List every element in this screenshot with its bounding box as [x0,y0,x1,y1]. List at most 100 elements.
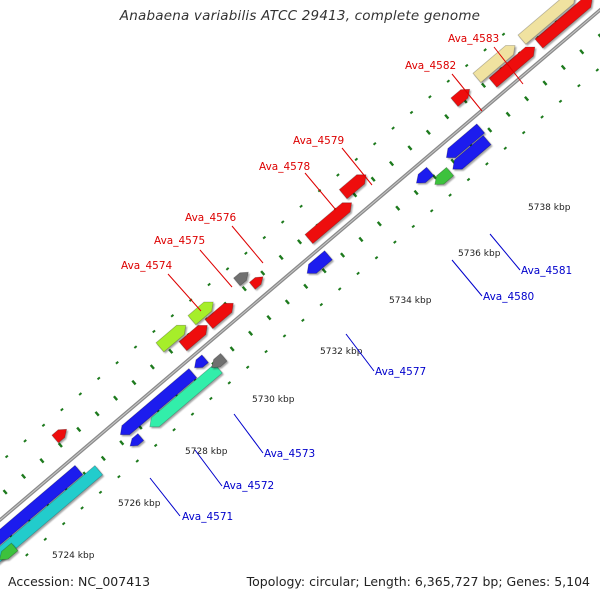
scale-tick [389,160,395,167]
tick-mark [356,271,360,276]
gene-arrow[interactable] [155,324,187,353]
gene-leader-line [341,147,373,186]
tick-mark [521,130,526,135]
gene-arrow[interactable] [434,166,455,185]
gene-arrow[interactable] [211,352,228,369]
scale-tick [260,270,266,276]
scale-tick [505,111,511,118]
scale-tick [358,236,364,243]
tick-mark [280,220,285,224]
gene-label[interactable]: Ava_4576 [185,212,237,224]
gene-arrow[interactable] [415,166,435,184]
gene-leader-line [199,249,233,288]
backbone-layer [0,7,600,523]
tick-mark [244,251,248,255]
gene-arrow[interactable] [149,363,223,428]
tick-mark [501,32,506,37]
gene-label[interactable]: Ava_4572 [223,480,274,492]
scale-tick [76,426,82,433]
scale-tick [597,33,600,38]
gene-leader-line [493,46,524,85]
gene-label[interactable]: Ava_4583 [448,33,499,45]
tick-mark [448,193,452,197]
scale-tick [297,239,303,245]
tick-mark [98,490,103,495]
gene-arrow[interactable] [445,123,486,159]
gene-leader-line [233,413,264,454]
gene-arrow[interactable] [472,45,516,84]
tick-mark [319,302,324,307]
gene-leader-line [194,449,223,487]
gene-arrow[interactable] [304,202,353,245]
gene-label[interactable]: Ava_4582 [405,60,456,72]
gene-label[interactable]: Ava_4571 [182,511,233,523]
gene-arrow[interactable] [204,302,234,330]
scale-tick [340,252,346,258]
tick-mark [577,83,581,88]
gene-arrow[interactable] [306,250,333,274]
scale-tick [407,145,413,151]
gene-arrow[interactable] [233,271,249,287]
gene-leader-line [451,259,483,297]
tick-mark [503,146,508,150]
gene-label[interactable]: Ava_4573 [264,448,315,460]
gene-leader-line [451,73,483,112]
tick-mark [153,443,158,448]
gene-arrow[interactable] [119,368,198,436]
gene-label[interactable]: Ava_4579 [293,135,344,147]
gene-label[interactable]: Ava_4581 [521,265,572,277]
tick-mark [391,126,395,130]
tick-mark [117,474,121,479]
gene-arrow[interactable] [450,88,471,107]
tick-mark [80,506,84,510]
gene-arrow[interactable] [129,433,145,447]
tick-mark [60,407,64,412]
scale-tick [2,489,8,495]
gene-leader-line [149,477,181,517]
scale-tick [131,379,137,386]
tick-mark [483,48,487,52]
scale-tick [579,49,585,55]
gene-arrow[interactable] [338,174,367,200]
scale-tick [149,364,155,370]
tick-mark [282,334,287,338]
feature-layer[interactable] [0,0,593,574]
gene-leader-line [345,333,375,372]
gene-arrow[interactable] [0,464,84,564]
tick-mark [409,110,414,115]
gene-label[interactable]: Ava_4574 [121,260,173,272]
tick-mark [23,439,27,443]
gene-label[interactable]: Ava_4577 [375,366,426,378]
gene-label[interactable]: Ava_4575 [154,235,205,247]
scale-tick [119,440,125,446]
tick-mark [96,376,101,381]
scale-label: 5736 kbp [458,249,501,259]
gene-arrow[interactable] [248,276,264,290]
scale-label: 5732 kbp [320,347,363,357]
gene-arrow[interactable] [187,301,214,326]
tick-mark [446,79,451,83]
scale-label: 5724 kbp [52,551,95,561]
tick-mark [374,255,379,260]
tick-mark [172,428,176,432]
map-title: Anabaena variabilis ATCC 29413, complete… [119,8,481,24]
gene-arrow[interactable] [51,428,68,444]
tick-mark [207,282,211,287]
tick-mark [227,381,232,385]
gene-arrow[interactable] [194,354,209,369]
gene-arrow[interactable] [178,324,208,352]
tick-mark [135,459,140,463]
scale-label: 5730 kbp [252,395,295,405]
gene-arrow[interactable] [488,46,536,88]
gene-arrow[interactable] [534,0,593,49]
gene-arrow[interactable] [0,465,104,574]
gene-arrow[interactable] [452,134,492,170]
scale-tick [560,64,566,71]
gene-arrow[interactable] [0,542,19,561]
gene-label[interactable]: Ava_4578 [259,161,310,173]
scale-tick [542,80,548,86]
gene-label[interactable]: Ava_4580 [483,291,534,303]
gene-arrow[interactable] [517,0,575,45]
scale-tick [229,346,235,352]
